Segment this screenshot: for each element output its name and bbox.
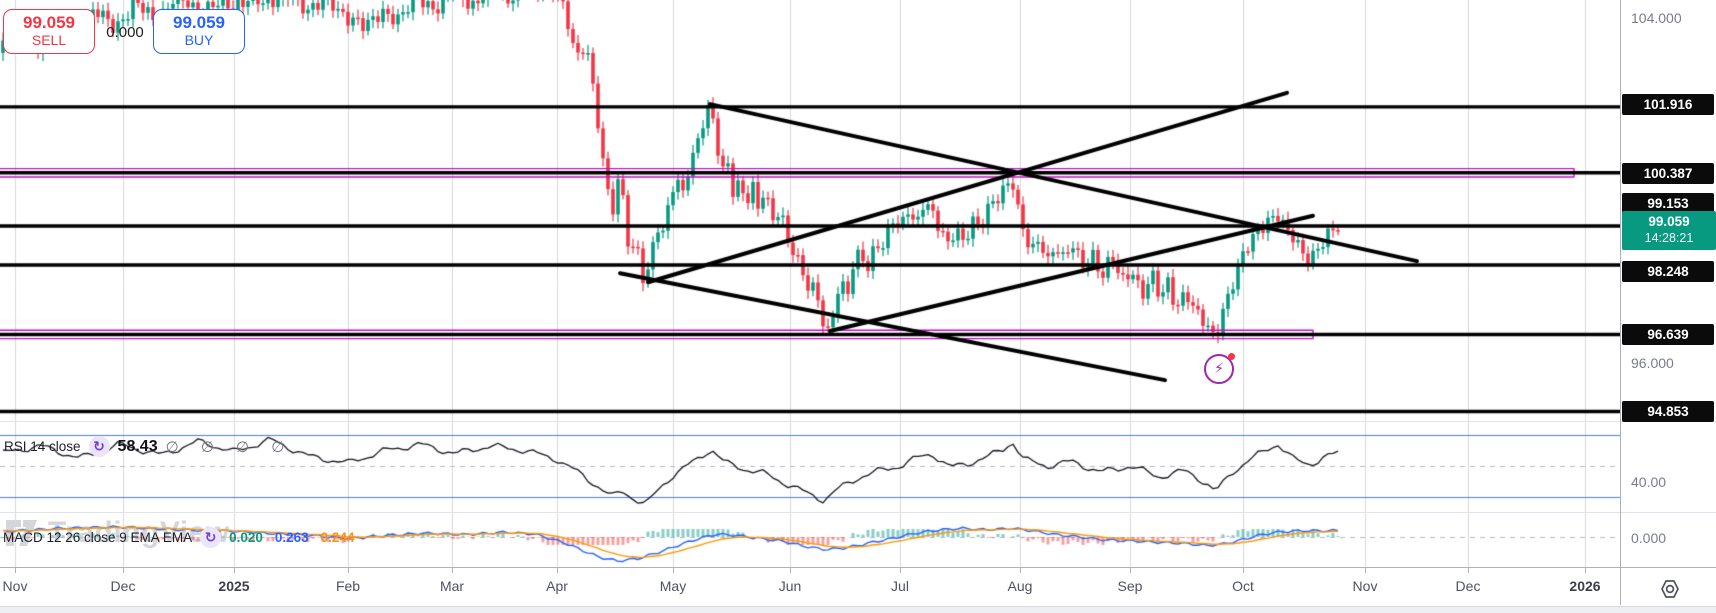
rsi-value: 58.43: [117, 437, 158, 455]
time-axis-border: [0, 567, 1716, 568]
buy-price: 99.059: [173, 13, 225, 33]
countdown-timer: 14:28:21: [1644, 230, 1694, 245]
rsi-empty-values: ∅ ∅ ∅ ∅: [165, 438, 294, 456]
flash-icon[interactable]: ⚡: [1204, 353, 1235, 384]
macd-values: 0.020 0.263 0.244: [229, 530, 354, 545]
axis-tick: [557, 568, 558, 573]
rsi-legend: RSI 14 close ↻ 58.43 ∅ ∅ ∅ ∅: [4, 436, 293, 457]
axis-tick: [1468, 568, 1469, 573]
month-label: Sep: [1117, 578, 1143, 594]
axis-tick: [123, 568, 124, 573]
price-level-label: 99.153: [1622, 192, 1714, 214]
month-label: Feb: [335, 578, 361, 594]
settings-icon[interactable]: [1658, 577, 1682, 601]
window-bottom-edge: [0, 606, 1716, 613]
buy-button[interactable]: 99.059 BUY: [153, 9, 245, 54]
price-level-label: 104.000: [1631, 9, 1682, 26]
month-label: Dec: [110, 578, 136, 594]
price-level-label: 96.000: [1631, 354, 1674, 371]
axis-tick: [348, 568, 349, 573]
refresh-icon[interactable]: ↻: [200, 527, 222, 548]
price-scale[interactable]: 104.000 101.916 100.387 99.153 99.059 14:28:2…: [1621, 0, 1716, 605]
rsi-title: RSI 14 close: [4, 439, 81, 454]
month-label: Jul: [891, 578, 909, 594]
month-label: Nov: [1352, 578, 1378, 594]
sell-price: 99.059: [23, 13, 75, 33]
axis-tick: [1020, 568, 1021, 573]
price-level-label: 96.639: [1622, 323, 1714, 345]
month-label: Jun: [778, 578, 802, 594]
pane-separator-rsi[interactable]: [0, 421, 1716, 422]
macd-value: 0.020: [229, 530, 263, 545]
current-price-label: 99.059 14:28:21: [1622, 211, 1716, 250]
price-level-label: 98.248: [1622, 260, 1714, 282]
month-label: Oct: [1232, 578, 1254, 594]
price-scale-border: [1620, 0, 1621, 605]
refresh-icon[interactable]: ↻: [88, 436, 110, 457]
month-label: 2025: [218, 578, 250, 594]
macd-value: 0.244: [320, 530, 355, 545]
axis-tick: [673, 568, 674, 573]
macd-title: MACD 12 26 close 9 EMA EMA: [3, 530, 193, 545]
axis-tick: [1130, 568, 1131, 573]
axis-tick: [15, 568, 16, 573]
price-level-label: 40.00: [1631, 473, 1667, 490]
axis-tick: [1365, 568, 1366, 573]
time-axis[interactable]: Nov Dec 2025 Feb Mar Apr May Jun Jul Aug Sep Oct Nov…: [0, 568, 1620, 605]
month-label: Nov: [2, 578, 28, 594]
spread-value: 0.000: [106, 24, 144, 41]
macd-legend: MACD 12 26 close 9 EMA EMA ↻ 0.020 0.263 0…: [3, 527, 354, 548]
axis-tick: [1585, 568, 1586, 573]
pane-separator-macd[interactable]: [0, 512, 1716, 513]
month-label: Mar: [439, 578, 465, 594]
sell-button[interactable]: 99.059 SELL: [3, 9, 95, 54]
price-level-label: 0.000: [1631, 529, 1667, 546]
price-chart-canvas[interactable]: [0, 0, 1620, 567]
lightning-glyph: ⚡: [1214, 360, 1224, 376]
month-label: Apr: [546, 578, 568, 594]
buy-label: BUY: [184, 32, 214, 49]
axis-tick: [1243, 568, 1244, 573]
axis-tick: [900, 568, 901, 573]
month-label: May: [659, 578, 687, 594]
alert-dot: [1228, 353, 1235, 360]
macd-value: 0.263: [274, 530, 309, 545]
axis-tick: [234, 568, 235, 573]
month-label: Aug: [1007, 578, 1033, 594]
axis-tick: [452, 568, 453, 573]
price-level-label: 100.387: [1622, 162, 1714, 184]
month-label: Dec: [1455, 578, 1481, 594]
month-label: 2026: [1569, 578, 1601, 594]
price-level-label: 94.853: [1622, 400, 1714, 422]
sell-label: SELL: [31, 32, 67, 49]
axis-tick: [790, 568, 791, 573]
price-level-label: 101.916: [1622, 93, 1714, 115]
